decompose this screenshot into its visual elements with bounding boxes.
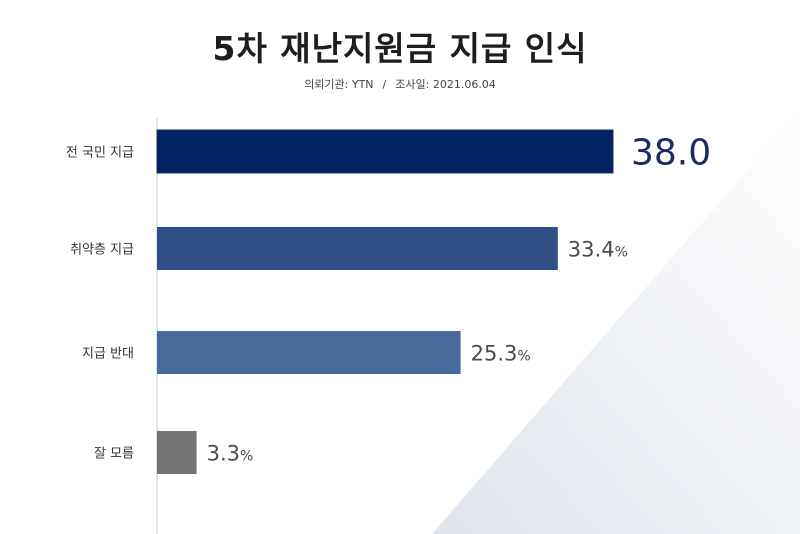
chart-title: 5차 재난지원금 지급 인식 bbox=[212, 29, 588, 68]
bar bbox=[157, 431, 197, 474]
value-label: 33.4% bbox=[568, 238, 628, 262]
value-label: 38.0 bbox=[631, 133, 711, 174]
survey-date-label: 조사일: 2021.06.04 bbox=[395, 78, 496, 91]
unit-label: % bbox=[240, 449, 253, 465]
unit-label: % bbox=[615, 245, 628, 261]
bar bbox=[157, 331, 461, 374]
category-label: 취약층 지급 bbox=[70, 243, 134, 258]
category-label: 지급 반대 bbox=[82, 347, 134, 362]
unit-label: % bbox=[517, 349, 530, 365]
bar bbox=[156, 129, 614, 174]
source-label: 의뢰기관: YTN bbox=[304, 78, 374, 91]
category-label: 전 국민 지급 bbox=[66, 146, 134, 161]
category-label: 잘 모름 bbox=[94, 447, 134, 462]
value-label: 3.3% bbox=[207, 442, 254, 466]
value-label: 25.3% bbox=[471, 342, 531, 366]
subtitle-separator: / bbox=[382, 78, 387, 91]
bar bbox=[157, 227, 558, 270]
chart-subtitle: 의뢰기관: YTN / 조사일: 2021.06.04 bbox=[0, 76, 800, 92]
